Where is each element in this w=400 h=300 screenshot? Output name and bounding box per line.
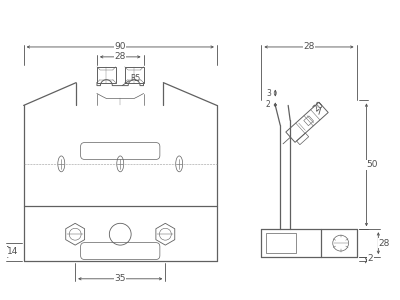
Text: 2: 2 xyxy=(368,254,373,263)
Text: 20: 20 xyxy=(312,100,326,113)
Bar xyxy=(125,67,144,83)
Text: 50: 50 xyxy=(366,160,378,169)
Text: 2: 2 xyxy=(266,100,271,109)
Bar xyxy=(266,233,296,253)
Text: 14: 14 xyxy=(6,247,18,256)
Text: 28: 28 xyxy=(114,52,126,62)
Text: 28: 28 xyxy=(303,43,315,52)
Bar xyxy=(97,67,116,83)
Text: 90: 90 xyxy=(114,43,126,52)
Text: R5: R5 xyxy=(130,74,140,82)
Text: 3: 3 xyxy=(266,89,271,98)
Text: 28: 28 xyxy=(378,238,390,247)
Text: 35: 35 xyxy=(114,274,126,283)
